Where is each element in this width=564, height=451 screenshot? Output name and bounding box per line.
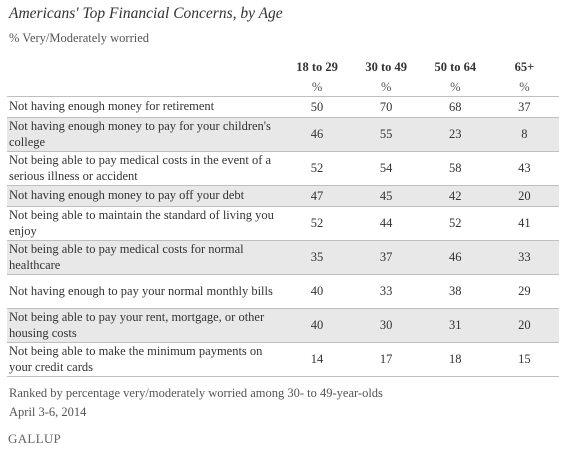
value-cell: 58 — [420, 151, 490, 186]
row-label: Not being able to pay your rent, mortgag… — [7, 308, 283, 343]
unit-label: % — [282, 78, 352, 97]
value-cell: 35 — [282, 240, 352, 275]
value-cell: 52 — [282, 206, 352, 241]
table-row: Not being able to pay medical costs in t… — [7, 151, 559, 186]
column-header-row: 18 to 29 30 to 49 50 to 64 65+ — [7, 56, 559, 78]
value-cell: 41 — [489, 206, 559, 241]
value-cell: 50 — [282, 96, 352, 118]
value-cell: 52 — [420, 206, 490, 241]
value-cell: 29 — [489, 274, 559, 309]
label-header — [7, 56, 282, 78]
value-cell: 23 — [420, 117, 490, 152]
column-header: 30 to 49 — [365, 59, 407, 74]
value-cell: 43 — [489, 151, 559, 186]
table-row: Not having enough to pay your normal mon… — [7, 274, 559, 309]
value-cell: 40 — [282, 274, 352, 309]
table-body: Not having enough money for retirement 50… — [7, 96, 559, 377]
chart-title: Americans' Top Financial Concerns, by Ag… — [9, 5, 283, 22]
data-table: 18 to 29 30 to 49 50 to 64 65+ % % % % N… — [7, 56, 559, 377]
value-cell: 55 — [351, 117, 421, 152]
column-header: 50 to 64 — [434, 59, 477, 74]
unit-label: % — [351, 78, 421, 97]
value-cell: 54 — [351, 151, 421, 186]
value-cell: 33 — [351, 274, 421, 309]
value-cell: 42 — [420, 185, 490, 207]
value-cell: 38 — [420, 274, 490, 309]
value-cell: 52 — [282, 151, 352, 186]
table-row: Not having enough money to pay off your … — [7, 185, 559, 207]
row-label: Not being able to make the minimum payme… — [7, 342, 283, 377]
chart-subtitle: % Very/Moderately worried — [9, 31, 150, 45]
table-row: Not being able to pay your rent, mortgag… — [7, 308, 559, 343]
gallup-logo: GALLUP — [8, 431, 62, 446]
value-cell: 15 — [489, 342, 559, 377]
value-cell: 33 — [489, 240, 559, 275]
value-cell: 17 — [351, 342, 421, 377]
table-row: Not being able to pay medical costs for … — [7, 240, 559, 275]
value-cell: 20 — [489, 185, 559, 207]
table-row: Not being able to make the minimum payme… — [7, 342, 559, 377]
value-cell: 37 — [489, 96, 559, 118]
table-row: Not having enough money to pay for your … — [7, 117, 559, 152]
value-cell: 44 — [351, 206, 421, 241]
value-cell: 20 — [489, 308, 559, 343]
value-cell: 45 — [351, 185, 421, 207]
row-label: Not being able to maintain the standard … — [7, 206, 283, 241]
unit-row: % % % % — [7, 78, 559, 97]
row-label: Not having enough to pay your normal mon… — [7, 274, 283, 309]
row-label: Not having enough money to pay for your … — [7, 117, 283, 152]
column-header: 65+ — [514, 59, 535, 74]
row-label: Not having enough money to pay off your … — [7, 185, 283, 207]
value-cell: 47 — [282, 185, 352, 207]
value-cell: 14 — [282, 342, 352, 377]
value-cell: 30 — [351, 308, 421, 343]
ranking-note: Ranked by percentage very/moderately wor… — [9, 386, 383, 400]
row-label: Not being able to pay medical costs for … — [7, 240, 283, 275]
value-cell: 70 — [351, 96, 421, 118]
value-cell: 37 — [351, 240, 421, 275]
value-cell: 46 — [420, 240, 490, 275]
value-cell: 40 — [282, 308, 352, 343]
value-cell: 18 — [420, 342, 490, 377]
value-cell: 68 — [420, 96, 490, 118]
value-cell: 46 — [282, 117, 352, 152]
unit-label: % — [489, 78, 559, 97]
table-row: Not being able to maintain the standard … — [7, 206, 559, 241]
date-note: April 3-6, 2014 — [9, 405, 87, 419]
column-header: 18 to 29 — [296, 59, 338, 74]
row-label: Not being able to pay medical costs in t… — [7, 151, 283, 186]
row-label: Not having enough money for retirement — [7, 96, 283, 118]
value-cell: 31 — [420, 308, 490, 343]
table-row: Not having enough money for retirement 50… — [7, 96, 559, 118]
unit-label: % — [420, 78, 490, 97]
value-cell: 8 — [489, 117, 559, 152]
